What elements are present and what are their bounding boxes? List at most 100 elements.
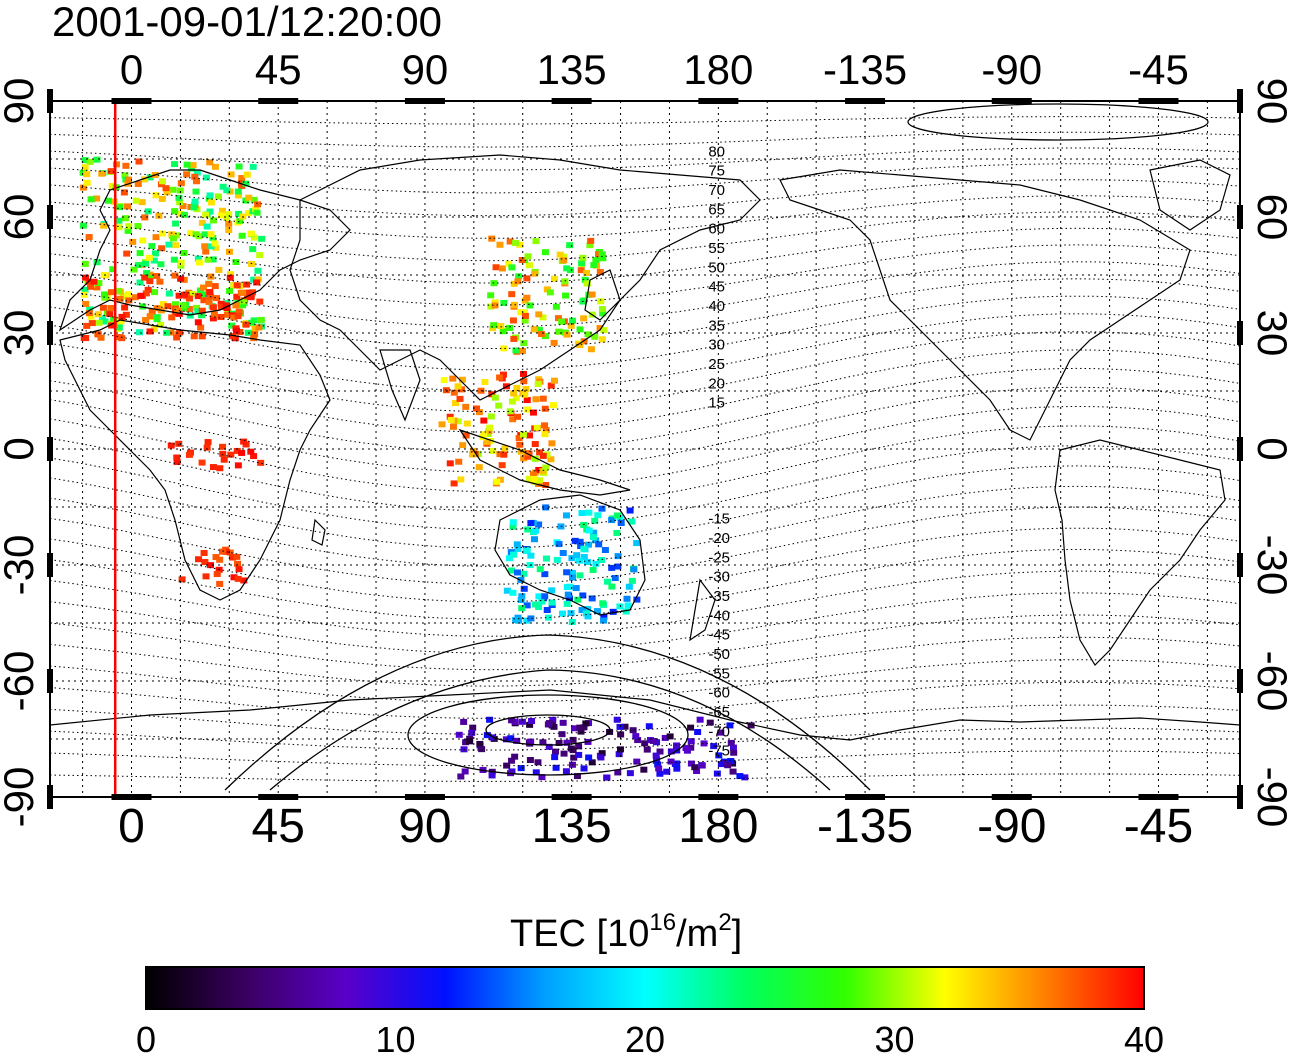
contour-label: -30	[708, 569, 730, 586]
tec-point	[514, 413, 522, 420]
tec-point	[446, 413, 454, 420]
tec-point	[224, 308, 232, 315]
tec-point	[569, 747, 577, 754]
tec-point	[507, 735, 515, 742]
tec-point	[573, 552, 581, 559]
top-longitude-axis: 0 45 90 135 180 -135 -90 -45	[120, 46, 1189, 93]
tec-point	[169, 186, 177, 193]
top-lon-label: 45	[255, 46, 302, 93]
tec-point	[230, 314, 238, 321]
tec-point	[234, 560, 242, 567]
tec-point	[249, 289, 257, 296]
tec-point	[535, 480, 543, 487]
contour-label: 30	[708, 337, 725, 354]
tec-point	[148, 308, 156, 315]
tec-point	[617, 519, 625, 526]
tec-point	[449, 423, 457, 430]
tec-point	[153, 272, 161, 279]
tec-point	[226, 274, 234, 281]
tec-point	[456, 395, 464, 402]
tec-point	[205, 280, 213, 287]
tec-point	[169, 235, 177, 242]
tec-point	[151, 250, 159, 257]
tec-point	[90, 278, 98, 285]
tec-point	[457, 386, 465, 393]
tec-point	[171, 161, 179, 168]
tec-point	[198, 459, 206, 466]
tec-point	[212, 554, 220, 561]
tec-point	[449, 375, 457, 382]
tec-point	[547, 382, 555, 389]
colorbar-tick-label: 40	[1124, 1019, 1164, 1057]
tec-point	[520, 455, 528, 462]
tec-point	[545, 743, 553, 750]
tec-point	[9, 504, 16, 510]
tec-point	[598, 251, 606, 258]
tec-point	[591, 517, 599, 524]
tec-point	[663, 768, 671, 775]
tec-point	[594, 251, 602, 258]
tec-point	[254, 201, 262, 208]
tec-point	[79, 169, 87, 176]
magnetic-contour	[50, 506, 1240, 585]
tec-point	[552, 764, 560, 771]
tec-point	[472, 405, 480, 412]
tec-point	[633, 540, 641, 547]
tec-point	[198, 312, 206, 319]
tec-point	[586, 242, 594, 249]
magnetic-contour	[50, 445, 1240, 531]
coastline-australia	[494, 494, 646, 616]
bottom-lon-label: 180	[678, 800, 758, 853]
tec-point	[613, 529, 621, 536]
tec-point	[225, 211, 233, 218]
tec-point	[531, 441, 539, 448]
tec-point	[115, 287, 123, 294]
tec-point	[525, 262, 533, 269]
tec-point	[500, 299, 508, 306]
tec-point	[630, 566, 638, 573]
magnetic-contour	[50, 179, 1240, 217]
tec-point	[95, 319, 103, 326]
tec-point	[232, 259, 240, 266]
frame-ticks	[47, 89, 1243, 809]
tec-point	[198, 307, 206, 314]
tec-point	[626, 770, 634, 777]
tec-point	[576, 538, 584, 545]
tec-point	[559, 549, 567, 556]
tec-point	[469, 451, 477, 458]
tec-point	[535, 521, 543, 528]
tec-point	[179, 203, 187, 210]
magnetic-latitude-contours	[50, 116, 1240, 782]
tec-point	[580, 545, 588, 552]
tec-point	[581, 276, 589, 283]
tec-point	[455, 458, 463, 465]
tec-point	[585, 527, 593, 534]
tec-point	[510, 280, 518, 287]
tec-point	[87, 283, 95, 290]
tec-point	[250, 196, 258, 203]
tec-point	[614, 553, 622, 560]
tec-point	[547, 456, 555, 463]
tec-point	[167, 442, 175, 449]
tec-point	[446, 460, 454, 467]
tec-point	[537, 331, 545, 338]
tec-point	[667, 758, 675, 765]
tec-point	[172, 242, 180, 249]
tec-point	[526, 302, 534, 309]
coastline-north-america	[779, 169, 1191, 441]
tec-point	[233, 293, 241, 300]
tec-point	[536, 566, 544, 573]
tec-point	[598, 557, 606, 564]
tec-point	[496, 476, 504, 483]
tec-point	[541, 593, 549, 600]
tec-point	[591, 333, 599, 340]
tec-point	[188, 165, 196, 172]
tec-point	[86, 306, 94, 313]
tec-point	[80, 291, 88, 298]
tec-point	[717, 761, 725, 768]
tec-point	[687, 738, 695, 745]
tec-point	[518, 256, 526, 263]
tec-point	[97, 334, 105, 341]
tec-point	[542, 482, 550, 489]
tec-point	[177, 180, 185, 187]
